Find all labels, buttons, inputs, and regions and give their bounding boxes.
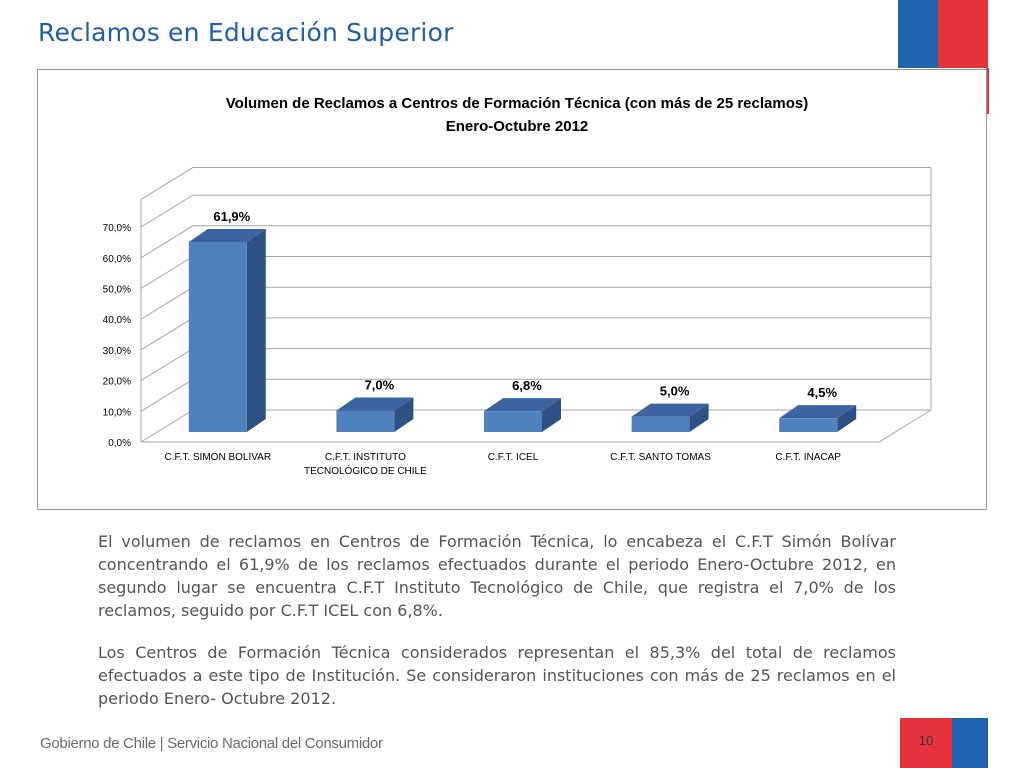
bar: [336, 397, 414, 432]
category-label: C.F.T. INACAP: [775, 452, 841, 463]
data-label: 7,0%: [365, 378, 395, 393]
description-paragraph-1: El volumen de reclamos en Centros de For…: [98, 532, 896, 620]
bar-top: [631, 403, 709, 417]
y-tick-label: 0,0%: [108, 438, 131, 449]
bar-side: [689, 403, 709, 432]
side-wall-top: [140, 167, 194, 200]
footer-brand-blue: [952, 718, 988, 768]
bar-front: [631, 416, 690, 432]
category-label: C.F.T. ICEL: [488, 452, 539, 463]
bar: [188, 228, 266, 432]
y-tick-label: 70,0%: [103, 223, 131, 234]
chart-frame: Volumen de Reclamos a Centros de Formaci…: [37, 69, 987, 510]
y-tick-label: 50,0%: [103, 285, 131, 296]
y-tick-label: 40,0%: [103, 315, 131, 326]
data-label: 6,8%: [512, 378, 542, 393]
gridline: [140, 194, 931, 228]
brand-flag-blue: [898, 0, 938, 68]
brand-flag-line: [986, 68, 989, 114]
chart-title: Volumen de Reclamos a Centros de Formaci…: [226, 95, 808, 112]
bar-top: [779, 405, 857, 419]
bar-front: [188, 241, 247, 432]
bar-side: [542, 398, 561, 432]
data-label: 61,9%: [213, 209, 250, 224]
bar-front: [484, 411, 542, 432]
gridline: [140, 225, 931, 259]
y-tick-label: 20,0%: [103, 377, 131, 388]
brand-flag-red: [938, 0, 988, 68]
category-label: C.F.T. INSTITUTO: [325, 452, 406, 463]
bar-top: [336, 397, 414, 411]
data-label: 4,5%: [807, 385, 837, 400]
description-paragraph-2: Los Centros de Formación Técnica conside…: [98, 643, 896, 708]
footer-brand-red: [900, 718, 952, 768]
category-label: C.F.T. SANTO TOMAS: [610, 452, 711, 463]
bar-side: [394, 397, 414, 432]
bar-side: [246, 228, 266, 432]
bar: [631, 403, 709, 432]
bar-front: [336, 410, 395, 432]
bar-top: [484, 398, 561, 412]
page-number: 10: [918, 733, 934, 748]
slide-title: Reclamos en Educación Superior: [38, 18, 454, 47]
bar-top: [188, 228, 266, 242]
bar-front: [779, 418, 838, 432]
bar-side: [837, 405, 857, 432]
bar: [484, 398, 561, 432]
bar: [779, 405, 857, 432]
y-tick-label: 60,0%: [103, 254, 131, 265]
category-label: TECNOLÓGICO DE CHILE: [304, 464, 427, 477]
footer-organization: Gobierno de Chile | Servicio Nacional de…: [40, 735, 383, 752]
y-tick-label: 10,0%: [103, 407, 131, 418]
chart-subtitle: Enero-Octubre 2012: [446, 118, 589, 135]
floor-edge: [141, 409, 932, 443]
category-label: C.F.T. SIMON BOLIVAR: [165, 452, 272, 463]
y-tick-label: 30,0%: [103, 346, 131, 357]
data-label: 5,0%: [660, 384, 690, 399]
bar-chart: Volumen de Reclamos a Centros de Formaci…: [103, 95, 932, 477]
